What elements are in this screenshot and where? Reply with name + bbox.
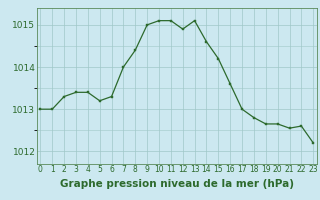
- X-axis label: Graphe pression niveau de la mer (hPa): Graphe pression niveau de la mer (hPa): [60, 179, 294, 189]
